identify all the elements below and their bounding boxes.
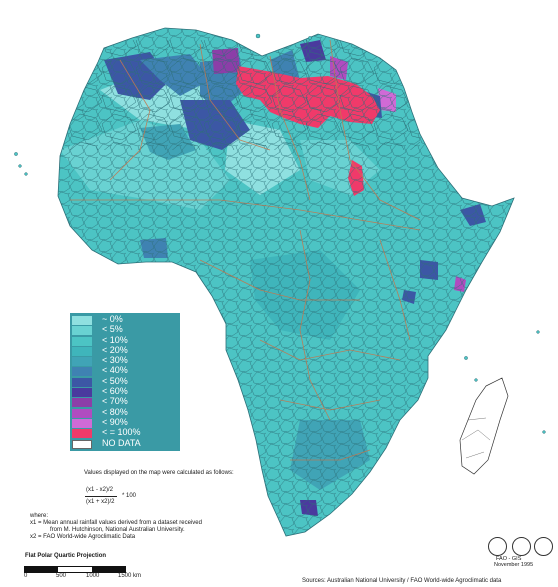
legend-item: < 40% xyxy=(70,365,180,377)
legend-swatch xyxy=(72,357,92,367)
legend-swatch xyxy=(72,418,92,428)
legend-item: < 60% xyxy=(70,386,180,398)
legend-item: < 50% xyxy=(70,375,180,387)
legend-item: < 10% xyxy=(70,334,180,346)
x1-definition: x1 = Mean annual rainfall values derived… xyxy=(30,520,202,526)
legend-swatch xyxy=(72,367,92,377)
x2-definition: x2 = FAO World-wide Agroclimatic Data xyxy=(30,534,136,540)
legend-item: ~ 0% xyxy=(70,314,180,325)
legend-swatch xyxy=(72,326,92,336)
values-note: Values displayed on the map were calcula… xyxy=(84,470,234,476)
formula-fraction-line xyxy=(85,496,117,497)
legend-swatch xyxy=(72,388,92,398)
legend-item: < 80% xyxy=(70,406,180,418)
fao-wheat-logo-icon xyxy=(512,537,531,556)
un-globe-logo-icon xyxy=(534,537,553,556)
legend-item: < 70% xyxy=(70,396,180,408)
legend-item: < 20% xyxy=(70,344,180,356)
islands xyxy=(14,33,546,434)
projection-label: Flat Polar Quartic Projection xyxy=(25,553,107,559)
formula-multiplier: * 100 xyxy=(122,493,137,499)
legend-swatch xyxy=(72,408,92,418)
legend-label: NO DATA xyxy=(102,437,141,448)
legend-swatch xyxy=(72,429,92,439)
legend-item: < 5% xyxy=(70,324,180,336)
legend-label: < 10% xyxy=(102,334,128,345)
scale-label-500: 500 xyxy=(56,573,67,579)
x1-source: from M. Hutchinson, National Australian … xyxy=(50,527,185,533)
formula-numerator: (x1 - x2)/2 xyxy=(86,487,114,493)
legend-swatch xyxy=(72,336,92,346)
legend-label: < 20% xyxy=(102,344,128,355)
formula-denominator: (x1 + x2)/2 xyxy=(86,499,115,505)
legend-label: < = 100% xyxy=(102,427,141,438)
legend-item-no-data: NO DATA xyxy=(70,437,180,449)
scale-label-0: 0 xyxy=(24,573,28,579)
legend-item: < = 100% xyxy=(70,427,180,439)
fao-gis-label: FAO - GIS xyxy=(496,556,522,562)
legend: ~ 0% < 5% < 10% < 20% < 30% < 40% < 50% < 60% < … xyxy=(70,313,180,451)
madagascar xyxy=(459,377,509,475)
legend-label: < 30% xyxy=(102,355,128,366)
legend-item: < 90% xyxy=(70,416,180,428)
sources-label: Sources: Australian National University … xyxy=(302,578,502,584)
legend-swatch xyxy=(72,439,92,449)
legend-label: < 70% xyxy=(102,396,128,407)
date-label: November 1995 xyxy=(494,562,534,568)
legend-label: < 60% xyxy=(102,386,128,397)
scale-label-1000: 1000 xyxy=(86,573,100,579)
legend-swatch xyxy=(72,377,92,387)
fao-logo-icon xyxy=(488,537,507,556)
scale-label-1500: 1500 km xyxy=(118,573,142,579)
legend-label: < 50% xyxy=(102,375,128,386)
where-label: where: xyxy=(30,513,49,519)
legend-label: ~ 0% xyxy=(102,314,123,324)
scale-bar xyxy=(24,566,126,573)
legend-label: < 90% xyxy=(102,416,128,427)
legend-label: < 5% xyxy=(102,324,123,335)
legend-label: < 80% xyxy=(102,406,128,417)
legend-item: < 30% xyxy=(70,355,180,367)
legend-swatch xyxy=(72,346,92,356)
legend-label: < 40% xyxy=(102,365,128,376)
legend-swatch xyxy=(72,398,92,408)
legend-swatch xyxy=(72,316,92,325)
africa-landmass xyxy=(57,27,515,537)
